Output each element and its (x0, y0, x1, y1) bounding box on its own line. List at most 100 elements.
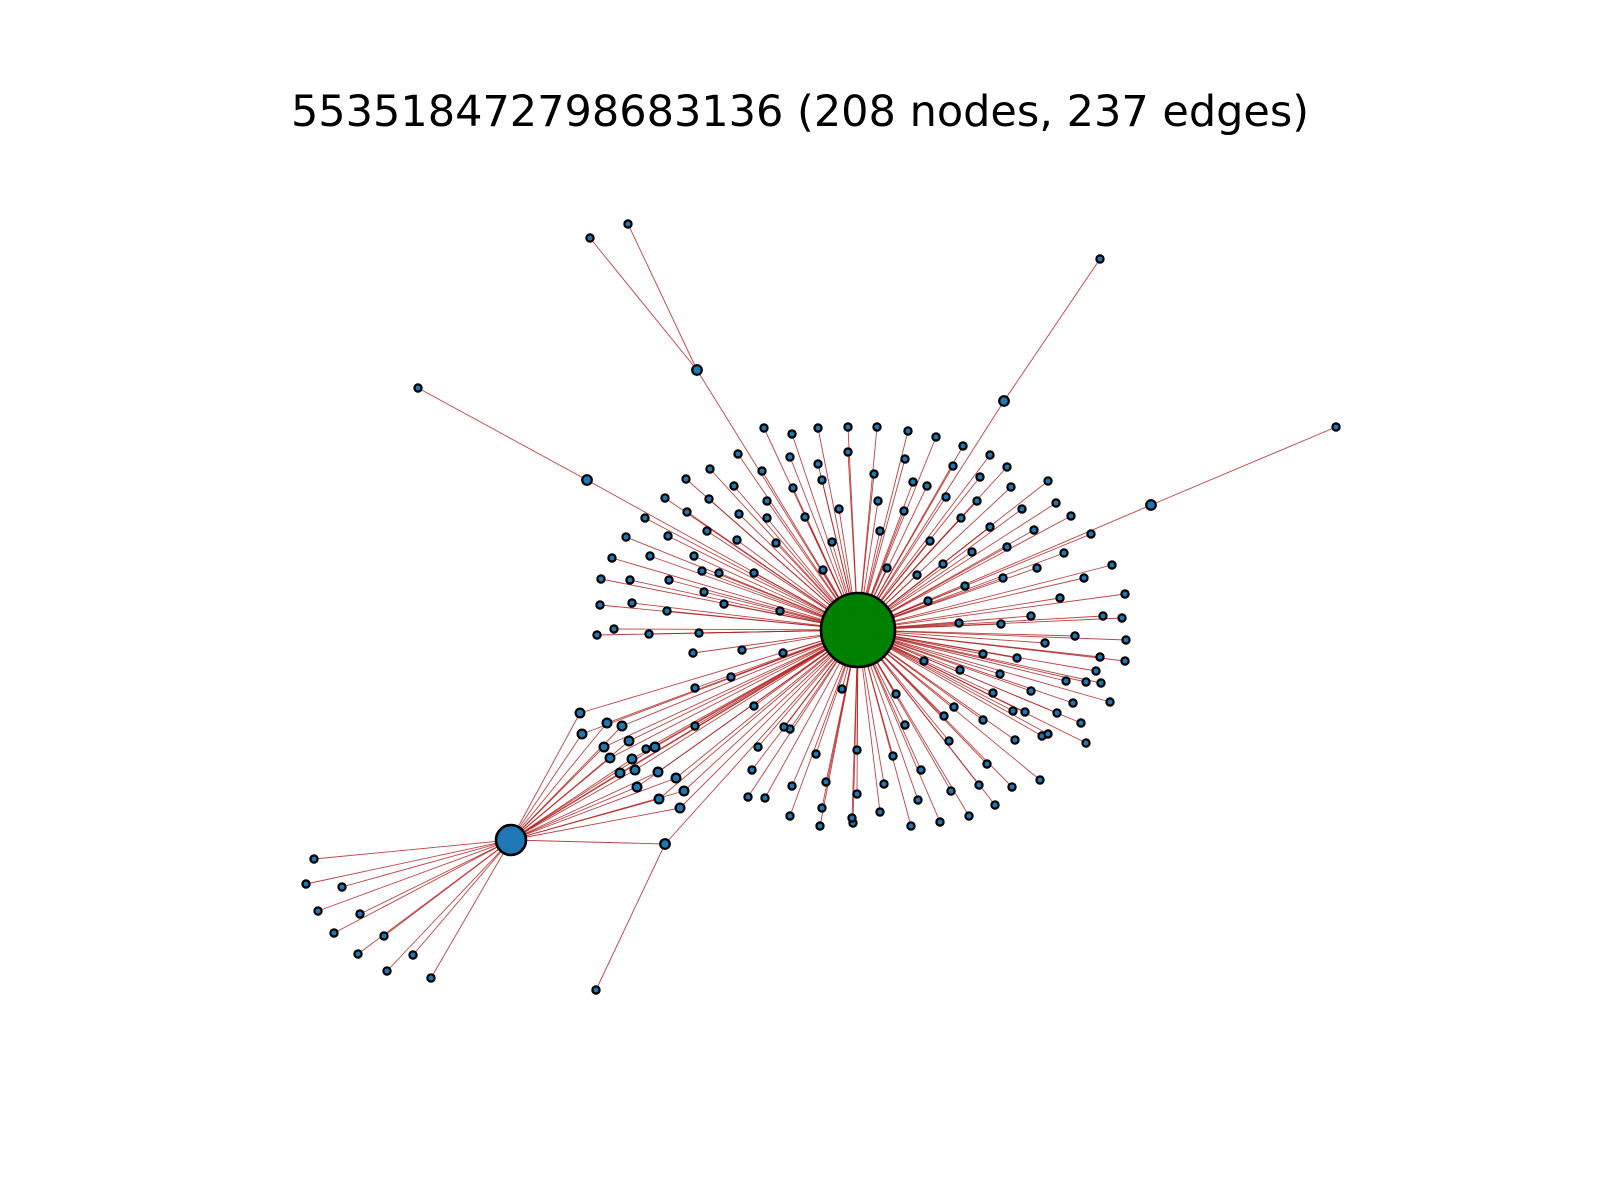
node-14 (869, 469, 879, 479)
edge-113 (596, 629, 859, 636)
node-84 (778, 648, 788, 658)
node-55 (1002, 542, 1012, 552)
node-50 (818, 565, 828, 575)
node-129 (852, 745, 862, 755)
node-7 (958, 441, 968, 451)
edge-184 (658, 629, 859, 800)
node-177 (674, 802, 686, 814)
edge-211 (696, 369, 859, 631)
node-175 (653, 793, 665, 805)
edge-169 (510, 733, 583, 841)
node-183 (309, 854, 319, 864)
node-142 (852, 789, 862, 799)
hub-secondary (494, 823, 528, 857)
edge-57 (857, 515, 1072, 631)
node-139 (747, 765, 757, 775)
node-163 (743, 792, 753, 802)
node-4 (872, 422, 882, 432)
node-82 (662, 606, 672, 616)
node-127 (779, 722, 789, 732)
node-35 (762, 513, 772, 523)
edge-221 (595, 843, 666, 991)
node-199 (998, 395, 1010, 407)
node-68 (1059, 548, 1069, 558)
node-181 (614, 767, 626, 779)
node-114 (690, 683, 700, 693)
node-27 (908, 477, 918, 487)
edge-89 (857, 615, 1104, 631)
node-94 (737, 645, 747, 655)
edge-209 (386, 839, 512, 972)
node-62 (749, 568, 759, 578)
node-97 (995, 669, 1005, 679)
node-96 (955, 665, 965, 675)
node-176 (670, 772, 682, 784)
node-101 (1121, 635, 1131, 645)
node-110 (1052, 708, 1062, 718)
node-80 (607, 553, 617, 563)
node-143 (879, 779, 889, 789)
node-117 (837, 684, 847, 694)
edge-198 (609, 629, 859, 759)
node-190 (353, 949, 363, 959)
node-60 (689, 551, 699, 561)
node-112 (1120, 656, 1130, 666)
node-72 (664, 575, 674, 585)
edge-208 (412, 839, 512, 956)
edge-102 (599, 604, 859, 631)
node-141 (821, 777, 831, 787)
node-162 (753, 742, 763, 752)
node-115 (749, 701, 759, 711)
node-13 (843, 447, 853, 457)
node-169 (601, 717, 613, 729)
node-192 (382, 966, 392, 976)
node-39 (899, 506, 909, 516)
edge-78 (857, 577, 1085, 631)
node-164 (847, 813, 857, 823)
node-38 (875, 526, 885, 536)
node-70 (621, 532, 631, 542)
node-188 (329, 928, 339, 938)
node-25 (834, 504, 844, 514)
edge-138 (857, 629, 1101, 658)
node-124 (1096, 678, 1106, 688)
edge-182 (654, 629, 859, 748)
node-125 (1117, 613, 1127, 623)
edge-200 (313, 839, 512, 860)
node-41 (956, 513, 966, 523)
node-113 (592, 630, 602, 640)
node-132 (944, 736, 954, 746)
node-191 (408, 950, 418, 960)
node-198 (413, 383, 423, 393)
node-203 (659, 838, 671, 850)
node-2 (813, 423, 823, 433)
node-118 (900, 720, 910, 730)
node-157 (964, 811, 974, 821)
node-185 (337, 882, 347, 892)
node-182 (604, 752, 616, 764)
node-54 (967, 547, 977, 557)
node-1 (787, 429, 797, 439)
node-37 (827, 537, 837, 547)
node-151 (785, 811, 795, 821)
edge-188 (679, 629, 859, 809)
node-166 (574, 707, 586, 719)
node-202 (1331, 422, 1341, 432)
node-196 (623, 219, 633, 229)
node-161 (699, 587, 709, 597)
edge-70 (625, 536, 859, 631)
node-6 (931, 432, 941, 442)
edge-167 (510, 712, 581, 841)
edge-187 (510, 777, 677, 841)
node-173 (631, 781, 643, 793)
edge-44 (857, 502, 1057, 631)
node-154 (875, 807, 885, 817)
edges-layer (305, 223, 1337, 991)
node-159 (697, 566, 707, 576)
node-149 (1081, 738, 1091, 748)
node-45 (660, 493, 670, 503)
node-107 (949, 702, 959, 712)
node-56 (1029, 525, 1039, 535)
node-108 (988, 688, 998, 698)
node-189 (379, 931, 389, 941)
